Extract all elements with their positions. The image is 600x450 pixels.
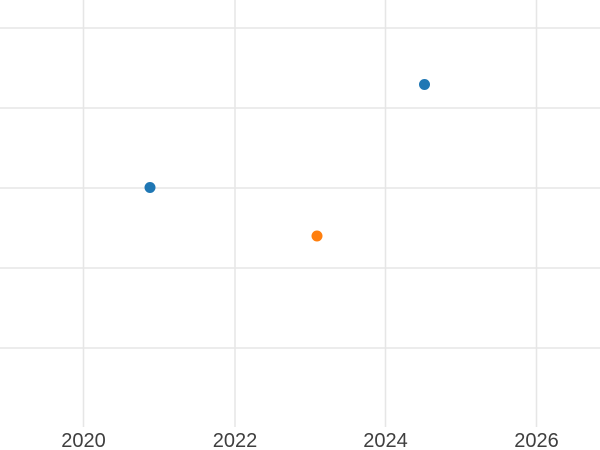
x-tick-label: 2022 <box>213 430 258 450</box>
data-point-series-1 <box>144 182 156 193</box>
x-tick-label: 2020 <box>61 430 106 450</box>
x-tick-label: 2024 <box>363 430 408 450</box>
data-point-series-1 <box>419 79 430 90</box>
data-point-series-2 <box>311 230 323 242</box>
x-tick-label: 2026 <box>514 430 559 450</box>
